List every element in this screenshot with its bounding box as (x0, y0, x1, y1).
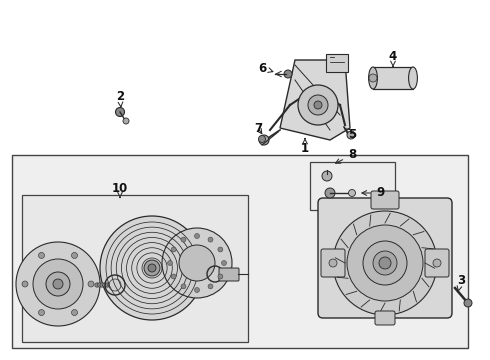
Circle shape (373, 251, 397, 275)
Circle shape (208, 284, 213, 289)
Circle shape (95, 283, 99, 287)
Text: 3: 3 (457, 274, 465, 292)
Circle shape (72, 252, 77, 258)
Text: 4: 4 (389, 50, 397, 66)
FancyBboxPatch shape (371, 191, 399, 209)
Circle shape (33, 259, 83, 309)
Circle shape (46, 272, 70, 296)
Circle shape (363, 241, 407, 285)
Circle shape (208, 237, 213, 242)
Ellipse shape (409, 67, 417, 89)
Circle shape (181, 284, 186, 289)
Circle shape (181, 237, 186, 242)
Circle shape (102, 283, 107, 287)
Bar (373, 67, 413, 89)
Circle shape (433, 259, 441, 267)
Circle shape (100, 283, 104, 287)
Circle shape (39, 252, 45, 258)
Circle shape (347, 131, 355, 139)
Circle shape (298, 85, 338, 125)
Text: 6: 6 (258, 62, 273, 75)
Circle shape (116, 108, 124, 117)
Circle shape (195, 234, 199, 238)
Text: 5: 5 (345, 127, 356, 140)
Text: 7: 7 (254, 122, 262, 135)
Bar (326, 54, 348, 72)
Circle shape (333, 211, 437, 315)
Bar (12, 155, 468, 348)
Circle shape (218, 247, 223, 252)
Text: 8: 8 (336, 148, 356, 163)
Circle shape (109, 279, 121, 291)
Circle shape (379, 257, 391, 269)
Bar (310, 162, 395, 210)
Circle shape (171, 274, 176, 279)
Circle shape (218, 274, 223, 279)
Circle shape (259, 135, 266, 143)
Circle shape (105, 283, 110, 287)
Circle shape (348, 189, 356, 197)
Circle shape (308, 95, 328, 115)
Circle shape (347, 225, 423, 301)
Circle shape (369, 74, 377, 82)
Circle shape (53, 279, 63, 289)
Circle shape (144, 260, 160, 276)
Circle shape (284, 70, 292, 78)
Circle shape (148, 264, 156, 272)
Circle shape (325, 188, 335, 198)
Circle shape (464, 299, 472, 307)
Text: 9: 9 (362, 186, 384, 199)
Circle shape (179, 245, 215, 281)
Circle shape (39, 310, 45, 316)
Circle shape (168, 261, 172, 266)
Circle shape (162, 228, 232, 298)
Text: 10: 10 (112, 181, 128, 197)
Circle shape (98, 283, 102, 287)
Circle shape (22, 281, 28, 287)
Text: 2: 2 (116, 90, 124, 107)
Circle shape (322, 171, 332, 181)
Circle shape (221, 261, 226, 266)
Circle shape (195, 288, 199, 292)
FancyBboxPatch shape (321, 249, 345, 277)
Circle shape (72, 310, 77, 316)
Circle shape (100, 216, 204, 320)
Bar (22, 195, 248, 342)
Circle shape (329, 259, 337, 267)
Polygon shape (280, 60, 350, 140)
Circle shape (259, 135, 269, 145)
Circle shape (16, 242, 100, 326)
Ellipse shape (368, 67, 377, 89)
FancyBboxPatch shape (318, 198, 452, 318)
Circle shape (108, 283, 112, 287)
Circle shape (171, 247, 176, 252)
FancyBboxPatch shape (219, 268, 239, 281)
Circle shape (314, 101, 322, 109)
Circle shape (88, 281, 94, 287)
FancyBboxPatch shape (375, 311, 395, 325)
Circle shape (123, 118, 129, 124)
FancyBboxPatch shape (425, 249, 449, 277)
Text: 1: 1 (301, 139, 309, 154)
